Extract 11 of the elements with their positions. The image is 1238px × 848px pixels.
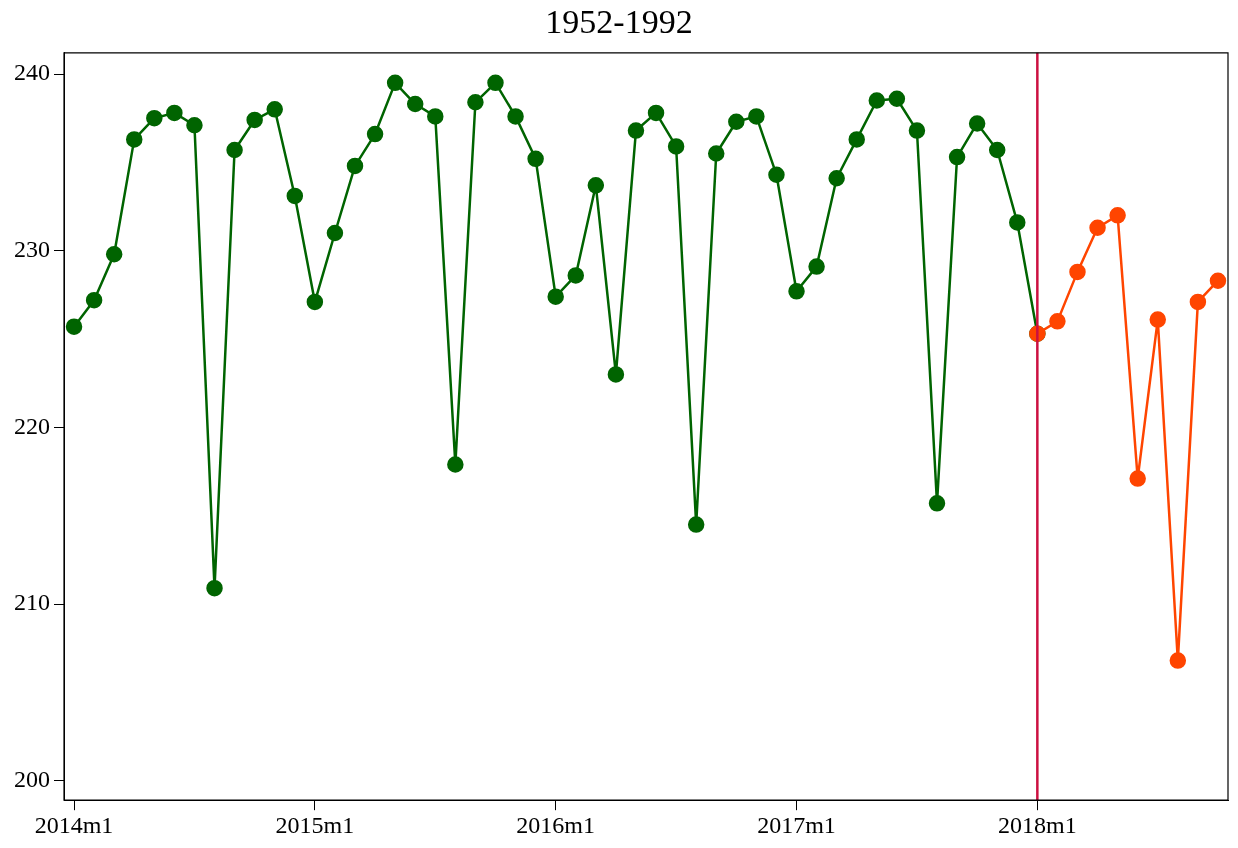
x-tick-label: 2014m1 (34, 811, 114, 838)
chart-title: 1952-1992 (545, 3, 693, 41)
y-tick-label: 200 (14, 766, 50, 793)
x-tick-label: 2017m1 (757, 811, 836, 838)
x-tick-label: 2016m1 (516, 811, 596, 838)
x-tick-label: 2018m1 (998, 811, 1077, 838)
y-tick-label: 230 (14, 235, 50, 262)
y-tick-label: 240 (14, 59, 50, 86)
y-tick-label: 210 (14, 589, 50, 616)
x-tick-label: 2015m1 (275, 811, 355, 838)
y-tick-label: 220 (14, 412, 50, 439)
